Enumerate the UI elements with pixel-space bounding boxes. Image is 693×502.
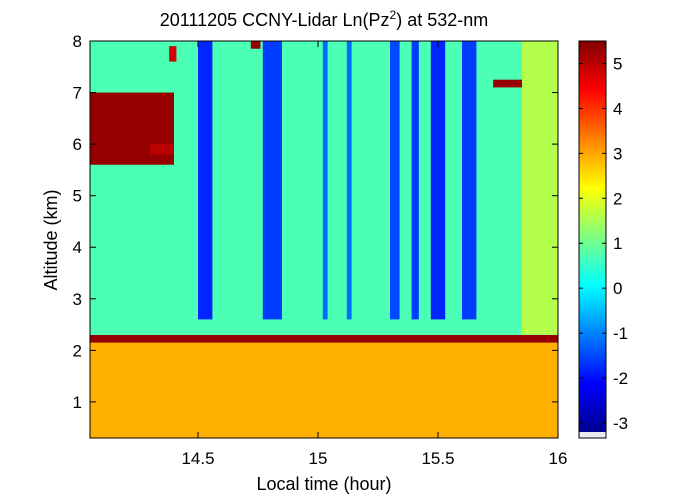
x-axis-label: Local time (hour) (256, 474, 391, 494)
heatmap-plot-area (90, 41, 558, 438)
y-tick-label: 7 (73, 84, 82, 103)
chart-title: 20111205 CCNY-Lidar Ln(Pz2) at 532-nm (160, 8, 489, 30)
colorbar: -3 -2 -1 0 1 2 3 4 5 (578, 40, 628, 439)
colorbar-tick-label: -3 (613, 414, 628, 433)
y-axis-label: Altitude (km) (41, 189, 61, 290)
y-tick-label: 2 (73, 341, 82, 360)
axes: 14.5 15 15.5 16 1 2 3 4 5 6 7 8 (73, 32, 568, 468)
y-tick-label: 8 (73, 32, 82, 51)
cloud-fragment (250, 41, 261, 49)
low-signal-band (322, 41, 328, 320)
x-tick-label: 14.5 (181, 449, 214, 468)
low-signal-band (411, 41, 419, 320)
aerosol-layer-top-cell (90, 334, 558, 343)
y-tick-label: 5 (73, 187, 82, 206)
colorbar-tick-label: 0 (613, 279, 622, 298)
colorbar-tick-label: 3 (613, 144, 622, 163)
low-signal-band (462, 41, 477, 320)
colorbar-tick-label: 5 (613, 54, 622, 73)
y-tick-label: 1 (73, 393, 82, 412)
colorbar-tick-label: 4 (613, 99, 622, 118)
colorbar-gradient (579, 41, 606, 432)
cloud-fragment (169, 46, 177, 62)
colorbar-tick-label: 2 (613, 189, 622, 208)
low-signal-band (198, 41, 213, 320)
x-tick-label: 15 (309, 449, 328, 468)
boundary-layer-cell (90, 342, 558, 438)
low-signal-band (430, 41, 446, 320)
low-signal-band (262, 41, 282, 320)
colorbar-underflow (579, 432, 606, 438)
cloud-tail (150, 144, 174, 155)
colorbar-tick-label: 1 (613, 234, 622, 253)
clear-air-cell (522, 41, 558, 335)
x-tick-label: 16 (549, 449, 568, 468)
low-signal-band (346, 41, 352, 320)
colorbar-tick-label: -1 (613, 324, 628, 343)
plot-frame (89, 40, 559, 439)
cloud-fragment (493, 79, 522, 88)
colorbar-tick-label: -2 (613, 369, 628, 388)
y-tick-label: 6 (73, 135, 82, 154)
low-signal-band (390, 41, 400, 320)
x-tick-label: 15.5 (421, 449, 454, 468)
y-tick-label: 4 (73, 238, 82, 257)
colorbar-frame (578, 40, 607, 439)
y-tick-label: 3 (73, 290, 82, 309)
